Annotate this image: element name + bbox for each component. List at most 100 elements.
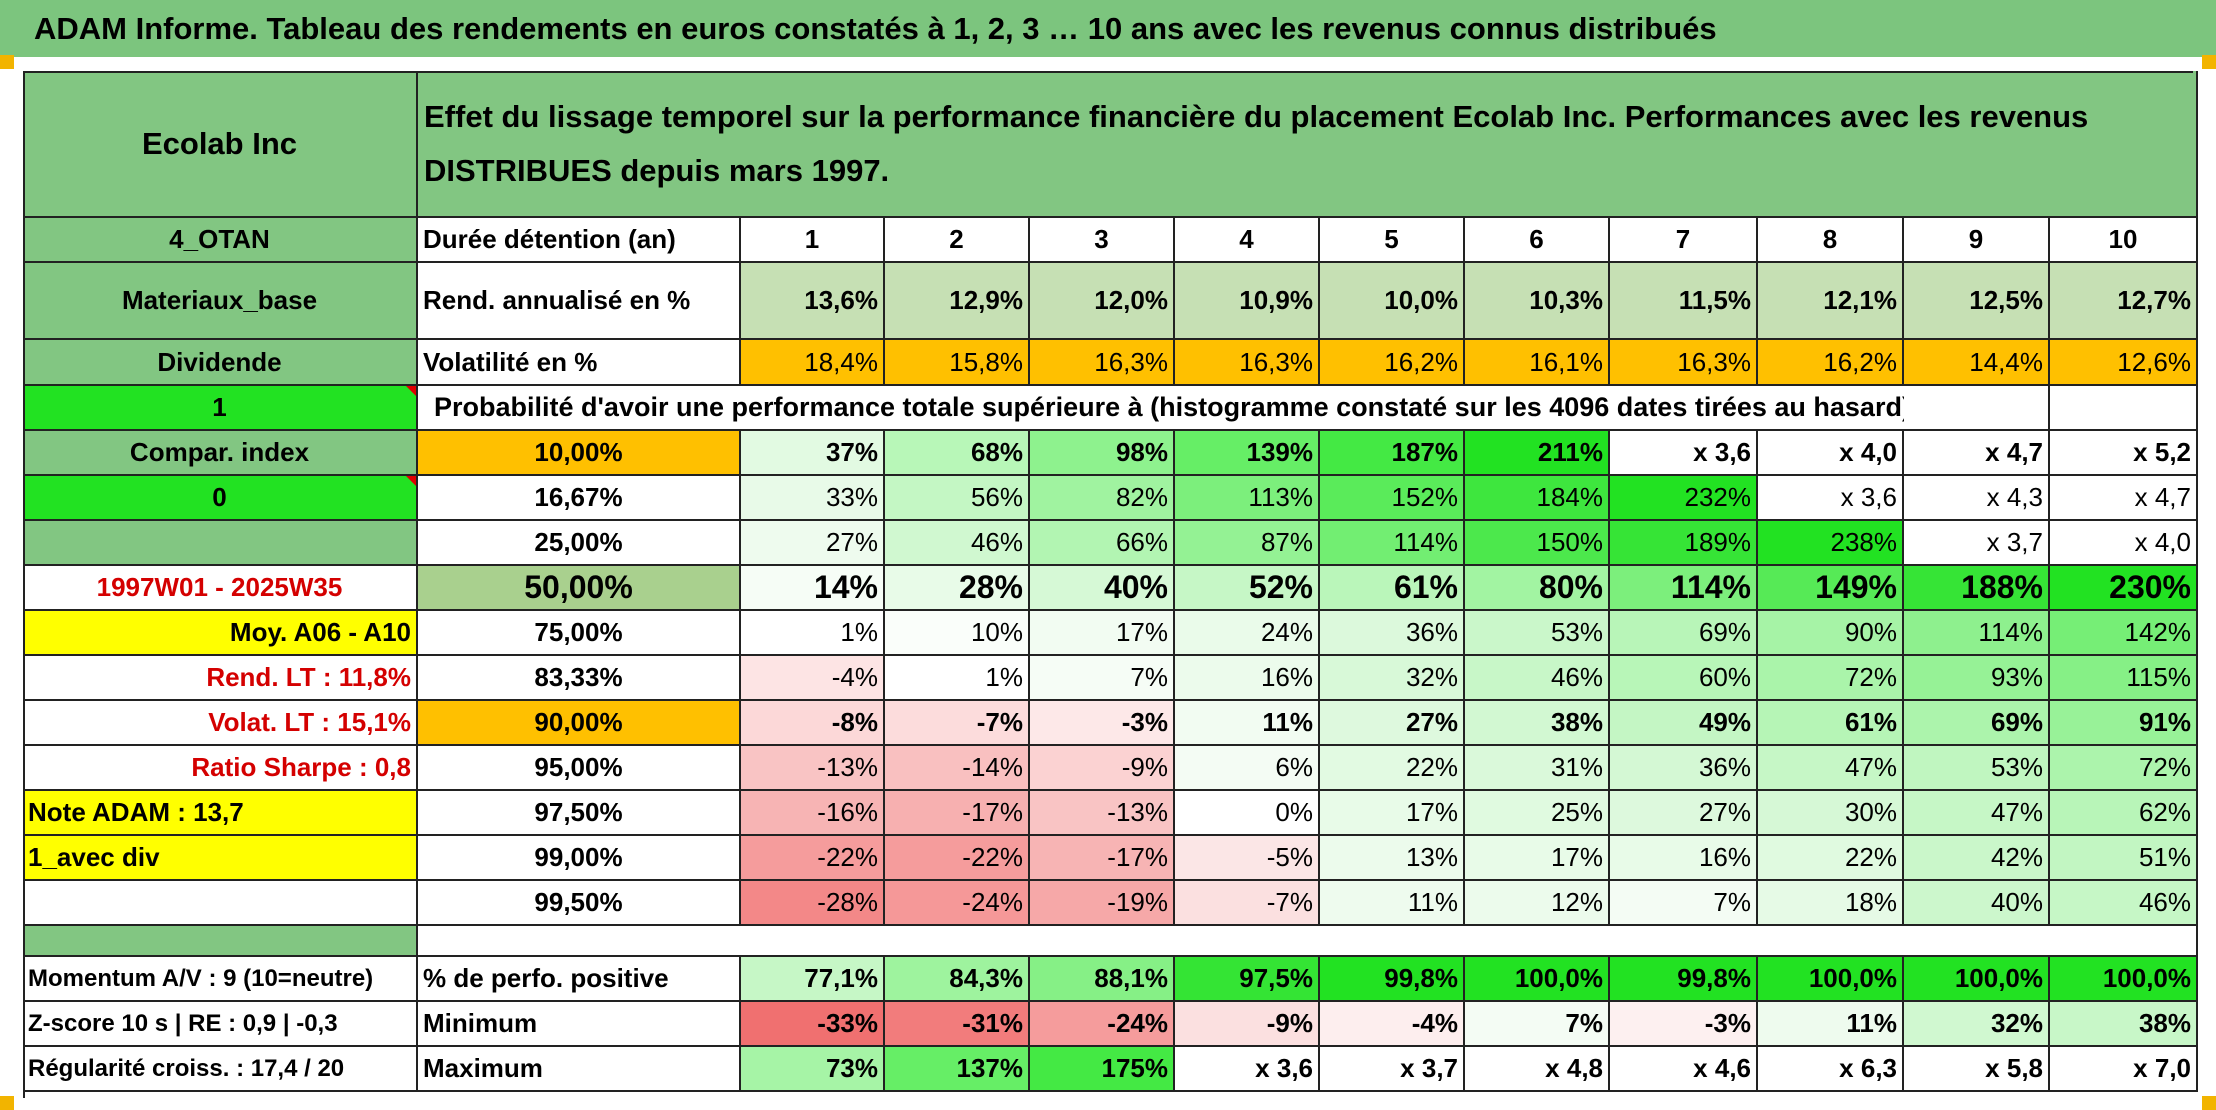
value-cell: 11,5% bbox=[1610, 263, 1758, 340]
value-cell: 16,3% bbox=[1175, 340, 1320, 386]
value-cell: x 7,0 bbox=[2050, 1047, 2198, 1092]
value-cell: 16% bbox=[1175, 656, 1320, 701]
value-cell: 17% bbox=[1465, 836, 1610, 881]
row-label: Rend. annualisé en % bbox=[418, 263, 741, 340]
value-cell: 52% bbox=[1175, 566, 1320, 611]
value-cell: 7% bbox=[1465, 1002, 1610, 1047]
value-cell: 10,3% bbox=[1465, 263, 1610, 340]
value-cell: 10% bbox=[885, 611, 1030, 656]
value-cell: -8% bbox=[741, 701, 885, 746]
value-cell: 16,1% bbox=[1465, 340, 1610, 386]
empty-cell bbox=[2050, 386, 2198, 431]
value-cell: 73% bbox=[741, 1047, 885, 1092]
value-cell: 6% bbox=[1175, 746, 1320, 791]
table-description: Effet du lissage temporel sur la perform… bbox=[418, 71, 2198, 218]
performance-table: Ecolab Inc Effet du lissage temporel sur … bbox=[23, 71, 2198, 1098]
spacer-row bbox=[418, 926, 2198, 957]
value-cell: -7% bbox=[885, 701, 1030, 746]
value-cell: 46% bbox=[885, 521, 1030, 566]
year-header: 4 bbox=[1175, 218, 1320, 263]
value-cell: -33% bbox=[741, 1002, 885, 1047]
threshold-label: 75,00% bbox=[418, 611, 741, 656]
year-header: 2 bbox=[885, 218, 1030, 263]
value-cell: 100,0% bbox=[2050, 957, 2198, 1002]
year-header: 3 bbox=[1030, 218, 1175, 263]
threshold-label: 90,00% bbox=[418, 701, 741, 746]
threshold-label: 95,00% bbox=[418, 746, 741, 791]
value-cell: 27% bbox=[741, 521, 885, 566]
value-cell: 1% bbox=[741, 611, 885, 656]
value-cell: 47% bbox=[1758, 746, 1904, 791]
value-cell: 11% bbox=[1175, 701, 1320, 746]
value-cell: 24% bbox=[1175, 611, 1320, 656]
row-label: % de perfo. positive bbox=[418, 957, 741, 1002]
corner-marker-icon bbox=[2202, 1096, 2216, 1110]
value-cell: 68% bbox=[885, 431, 1030, 476]
value-cell: 46% bbox=[2050, 881, 2198, 926]
value-cell: 149% bbox=[1758, 566, 1904, 611]
value-cell: -19% bbox=[1030, 881, 1175, 926]
value-cell: 10,9% bbox=[1175, 263, 1320, 340]
value-cell: 80% bbox=[1465, 566, 1610, 611]
row-heading: 1997W01 - 2025W35 bbox=[23, 566, 418, 611]
value-cell: 211% bbox=[1465, 431, 1610, 476]
year-header: 10 bbox=[2050, 218, 2198, 263]
value-cell: 12% bbox=[1465, 881, 1610, 926]
value-cell: x 4,6 bbox=[1610, 1047, 1758, 1092]
value-cell: 0% bbox=[1175, 791, 1320, 836]
row-heading: 4_OTAN bbox=[23, 218, 418, 263]
row-label: Maximum bbox=[418, 1047, 741, 1092]
value-cell: 11% bbox=[1320, 881, 1465, 926]
value-cell: 62% bbox=[2050, 791, 2198, 836]
value-cell: 98% bbox=[1030, 431, 1175, 476]
value-cell: 60% bbox=[1610, 656, 1758, 701]
row-heading: 0 bbox=[23, 476, 418, 521]
value-cell: x 4,8 bbox=[1465, 1047, 1610, 1092]
value-cell: 28% bbox=[885, 566, 1030, 611]
value-cell: 88,1% bbox=[1030, 957, 1175, 1002]
value-cell: x 3,6 bbox=[1610, 431, 1758, 476]
year-header: 1 bbox=[741, 218, 885, 263]
row-label: Volatilité en % bbox=[418, 340, 741, 386]
value-cell: -17% bbox=[885, 791, 1030, 836]
value-cell: 30% bbox=[1758, 791, 1904, 836]
value-cell: x 5,8 bbox=[1904, 1047, 2050, 1092]
value-cell: x 3,7 bbox=[1320, 1047, 1465, 1092]
row-heading: Volat. LT : 15,1% bbox=[23, 701, 418, 746]
value-cell: 90% bbox=[1758, 611, 1904, 656]
value-cell: 31% bbox=[1465, 746, 1610, 791]
value-cell: 114% bbox=[1904, 611, 2050, 656]
value-cell: 1% bbox=[885, 656, 1030, 701]
value-cell: 66% bbox=[1030, 521, 1175, 566]
value-cell: 46% bbox=[1465, 656, 1610, 701]
value-cell: 25% bbox=[1465, 791, 1610, 836]
value-cell: -22% bbox=[885, 836, 1030, 881]
value-cell: 91% bbox=[2050, 701, 2198, 746]
row-heading bbox=[23, 926, 418, 957]
value-cell: -31% bbox=[885, 1002, 1030, 1047]
value-cell: -17% bbox=[1030, 836, 1175, 881]
year-header: 7 bbox=[1610, 218, 1758, 263]
value-cell: x 4,3 bbox=[1904, 476, 2050, 521]
value-cell: 53% bbox=[1904, 746, 2050, 791]
value-cell: 42% bbox=[1904, 836, 2050, 881]
value-cell: -14% bbox=[885, 746, 1030, 791]
value-cell: -3% bbox=[1030, 701, 1175, 746]
value-cell: 7% bbox=[1030, 656, 1175, 701]
year-header: 6 bbox=[1465, 218, 1610, 263]
value-cell: x 3,6 bbox=[1175, 1047, 1320, 1092]
value-cell: 47% bbox=[1904, 791, 2050, 836]
value-cell: x 3,6 bbox=[1758, 476, 1904, 521]
corner-marker-icon bbox=[0, 1096, 14, 1110]
row-heading: Régularité croiss. : 17,4 / 20 bbox=[23, 1047, 418, 1092]
value-cell: 12,1% bbox=[1758, 263, 1904, 340]
row-label: Durée détention (an) bbox=[418, 218, 741, 263]
value-cell: 12,0% bbox=[1030, 263, 1175, 340]
value-cell: 56% bbox=[885, 476, 1030, 521]
value-cell: 16,3% bbox=[1610, 340, 1758, 386]
threshold-label: 99,50% bbox=[418, 881, 741, 926]
value-cell: 16,2% bbox=[1758, 340, 1904, 386]
value-cell: x 4,0 bbox=[1758, 431, 1904, 476]
year-header: 8 bbox=[1758, 218, 1904, 263]
value-cell: 38% bbox=[2050, 1002, 2198, 1047]
